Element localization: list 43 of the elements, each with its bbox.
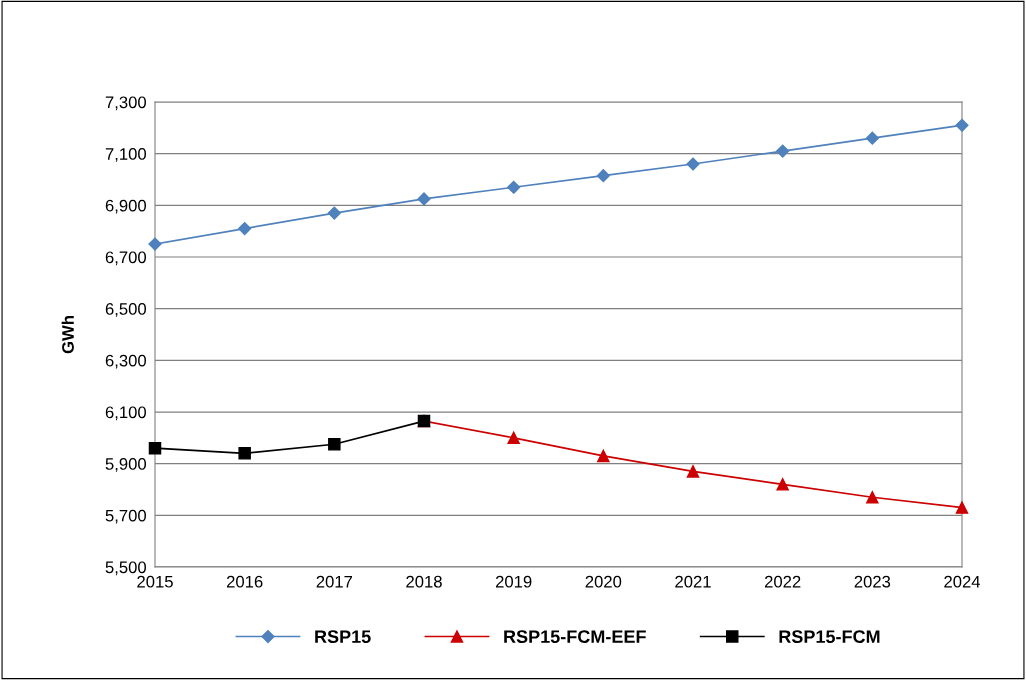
y-tick-label: 7,100 bbox=[105, 148, 147, 162]
x-tick-label: 2020 bbox=[585, 575, 622, 588]
point bbox=[417, 192, 431, 206]
legend-label: RSP15-FCM bbox=[779, 630, 880, 644]
x-tick-label: 2023 bbox=[854, 575, 891, 588]
point bbox=[776, 144, 790, 158]
point bbox=[955, 501, 969, 514]
y-tick-label: 6,700 bbox=[105, 251, 147, 266]
x-tick-label: 2016 bbox=[226, 575, 263, 588]
point bbox=[955, 118, 969, 132]
y-tick-label: 5,500 bbox=[105, 561, 147, 576]
legend-label: RSP15 bbox=[315, 630, 371, 644]
y-tick-label: 6,500 bbox=[105, 303, 147, 317]
point bbox=[865, 131, 879, 145]
y-tick-label: 5,900 bbox=[105, 458, 147, 472]
x-tick-label: 2021 bbox=[675, 575, 711, 588]
x-tick-label: 2022 bbox=[764, 575, 801, 588]
y-tick-label: 6,300 bbox=[105, 354, 147, 369]
point bbox=[328, 438, 341, 451]
x-tick-label: 2019 bbox=[495, 575, 532, 588]
x-tick-label: 2015 bbox=[137, 575, 173, 588]
point bbox=[148, 441, 162, 455]
point bbox=[597, 449, 610, 463]
y-tick-label: 7,300 bbox=[105, 96, 147, 111]
point bbox=[686, 157, 700, 171]
point bbox=[686, 465, 700, 478]
point bbox=[866, 490, 879, 504]
point bbox=[148, 237, 162, 251]
y-tick-label: 6,100 bbox=[105, 406, 147, 421]
y-tick-label: 5,700 bbox=[105, 509, 147, 524]
point bbox=[507, 180, 521, 194]
y-tick-label: 6,900 bbox=[105, 199, 147, 214]
point bbox=[327, 206, 341, 220]
y-axis-title: GWh bbox=[61, 316, 74, 354]
point bbox=[776, 478, 789, 491]
x-tick-label: 2017 bbox=[316, 575, 353, 588]
point bbox=[238, 221, 252, 236]
x-tick-label: 2024 bbox=[944, 575, 981, 588]
point bbox=[507, 431, 520, 445]
point bbox=[238, 447, 251, 460]
legend-label: RSP15-FCM-EEF bbox=[504, 630, 646, 644]
x-tick-label: 2018 bbox=[406, 575, 442, 588]
point bbox=[596, 169, 610, 183]
